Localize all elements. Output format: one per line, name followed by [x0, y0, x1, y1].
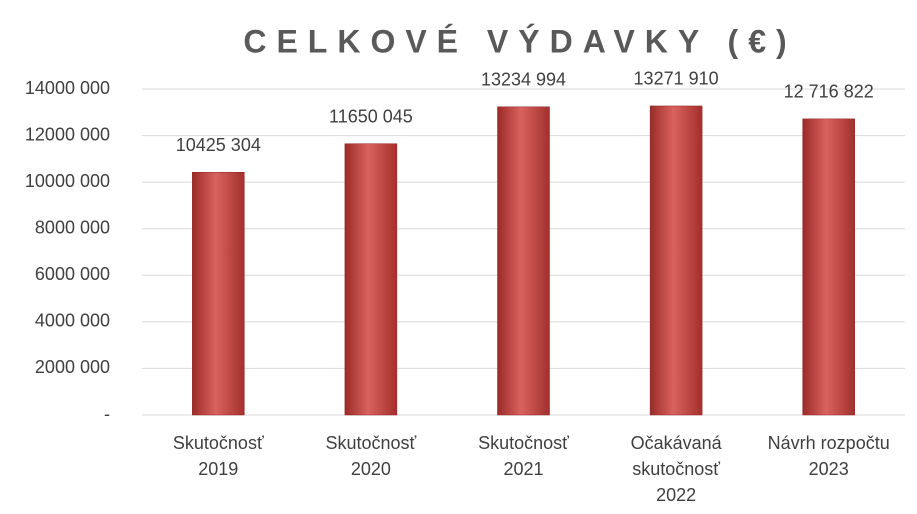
value-label: 13271 910	[634, 69, 719, 89]
y-tick-label: 4000 000	[35, 311, 110, 331]
y-tick-label: 14000 000	[25, 78, 110, 98]
bar	[344, 143, 398, 416]
bar	[192, 171, 245, 416]
x-tick-label: Očakávaná skutočnosť 2022	[630, 433, 722, 505]
value-label: 10425 304	[176, 135, 261, 155]
y-tick-label: 2000 000	[35, 357, 110, 377]
y-tick-label: 8000 000	[35, 217, 110, 237]
y-tick-label: 12000 000	[25, 124, 110, 144]
x-tick-label: Návrh rozpočtu 2023	[767, 433, 890, 479]
bar	[649, 105, 703, 416]
x-tick-label: Skutočnosť 2020	[325, 433, 417, 479]
value-label: 11650 045	[329, 106, 413, 126]
y-tick-label: -	[104, 404, 110, 424]
bar	[497, 106, 550, 416]
x-tick-label: Skutočnosť 2019	[172, 433, 264, 479]
value-label: 12 716 822	[784, 82, 874, 102]
y-tick-label: 10000 000	[25, 171, 110, 191]
y-tick-label: 6000 000	[35, 264, 110, 284]
chart-title: CELKOVÉ VÝDAVKY (€)	[243, 23, 796, 59]
value-label: 13234 994	[481, 70, 566, 90]
x-tick-label: Skutočnosť 2021	[478, 433, 569, 479]
bar	[802, 118, 855, 416]
